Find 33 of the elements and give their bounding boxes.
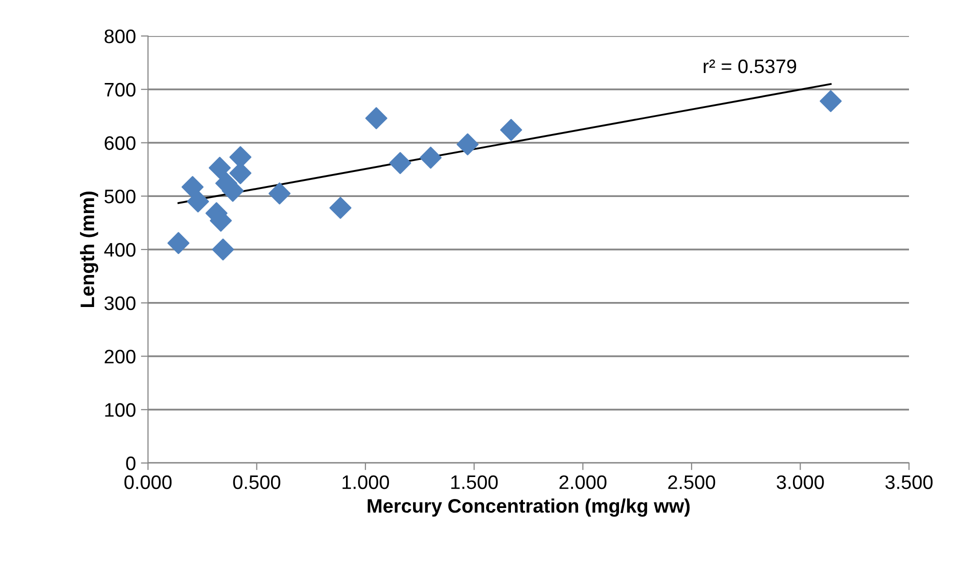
x-tick-label: 2.000 (560, 475, 606, 490)
x-axis-title: Mercury Concentration (mg/kg ww) (368, 498, 690, 517)
point (500, 118, 522, 141)
x-tick-label: 1.000 (342, 475, 389, 490)
y-tick-label: 700 (104, 82, 136, 97)
x-tick-label: 1.500 (451, 475, 498, 490)
point (456, 133, 479, 156)
point (167, 232, 190, 254)
point (182, 176, 204, 198)
annotation: r² = 0.5379 (704, 59, 796, 74)
point (208, 156, 231, 179)
point (389, 152, 412, 174)
point (268, 182, 291, 204)
y-tick-label: 800 (104, 29, 136, 44)
point (329, 196, 352, 219)
x-tick-label: 0.000 (124, 475, 172, 490)
y-tick-label: 400 (104, 242, 136, 257)
x-tick-label: 0.500 (233, 475, 280, 490)
point (365, 107, 388, 130)
point (187, 190, 210, 212)
point (420, 146, 442, 169)
y-tick-label: 100 (105, 403, 136, 417)
y-tick-label: 500 (104, 190, 136, 204)
y-tick-label: 200 (104, 350, 136, 364)
y-tick-label: 300 (104, 296, 136, 310)
y-tick-label: 600 (104, 136, 136, 150)
point (212, 238, 234, 260)
x-tick-label: 3.500 (885, 475, 933, 490)
x-tick-label: 3.000 (776, 475, 824, 490)
x-tick-label: 2.500 (668, 475, 716, 490)
y-axis-title: Length (mm) (80, 192, 98, 308)
y-tick-label: 0 (126, 456, 136, 470)
point (820, 90, 842, 112)
